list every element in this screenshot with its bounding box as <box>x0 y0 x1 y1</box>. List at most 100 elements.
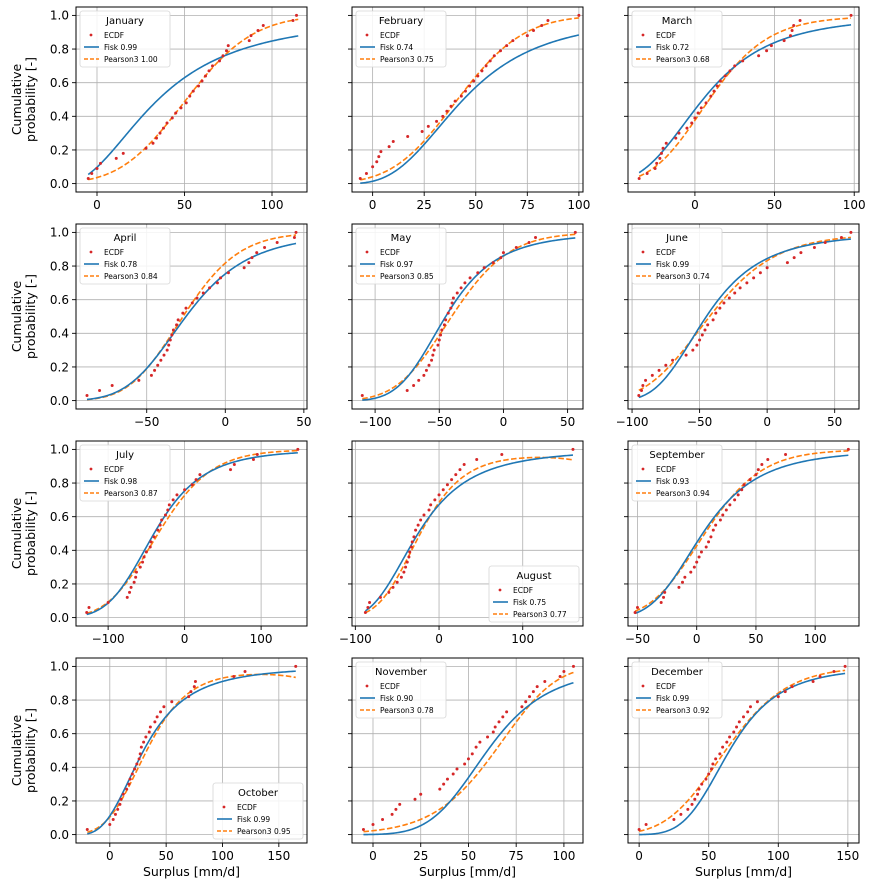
ecdf-point <box>462 463 466 467</box>
fisk-fit-line <box>362 237 576 401</box>
ecdf-point <box>704 545 708 549</box>
ecdf-point <box>148 545 152 549</box>
ecdf-point <box>704 101 708 105</box>
ecdf-point <box>116 807 120 811</box>
ecdf-point <box>740 488 744 492</box>
ecdf-point <box>459 94 463 98</box>
ecdf-point <box>156 363 160 367</box>
x-tick-label: 50 <box>468 198 483 212</box>
ecdf-point <box>470 752 474 756</box>
ecdf-point <box>709 535 713 539</box>
ecdf-point <box>721 745 725 749</box>
y-axis-label-line: Cumulative <box>9 715 24 787</box>
ecdf-point <box>187 695 191 699</box>
ecdf-point <box>128 777 132 781</box>
ecdf-point <box>640 389 644 392</box>
legend-title: October <box>238 788 279 799</box>
ecdf-point <box>486 735 490 739</box>
ecdf-point <box>700 333 704 337</box>
ecdf-point <box>703 328 707 332</box>
ecdf-point <box>429 503 433 507</box>
ecdf-point <box>208 286 212 290</box>
x-tick-label: −100 <box>339 632 372 646</box>
legend-box <box>631 444 723 502</box>
ecdf-point <box>204 74 207 78</box>
ecdf-point <box>85 611 89 615</box>
ecdf-point <box>175 323 179 327</box>
ecdf-point <box>680 580 684 584</box>
x-tick-label: 50 <box>748 632 763 646</box>
ecdf-point <box>181 311 185 315</box>
ecdf-point <box>378 595 382 599</box>
ecdf-point <box>723 74 727 78</box>
ecdf-point <box>524 700 528 704</box>
y-axis-label-line: Cumulative <box>9 281 24 353</box>
ecdf-point <box>294 664 298 668</box>
y-axis-label: Cumulativeprobability [-] <box>9 491 38 576</box>
ecdf-point <box>454 473 458 477</box>
ecdf-point <box>127 782 131 786</box>
ecdf-point <box>106 600 110 604</box>
y-axis-label-line: Cumulative <box>9 498 24 570</box>
legend-box <box>631 227 723 285</box>
ecdf-point <box>437 493 441 497</box>
x-tick-label: 0 <box>691 198 699 212</box>
ecdf-point <box>728 735 732 739</box>
legend-fisk-label: Fisk 0.99 <box>104 43 137 52</box>
ecdf-point <box>645 172 649 175</box>
ecdf-point <box>395 580 399 584</box>
ecdf-point <box>170 116 174 120</box>
ecdf-point <box>655 161 659 165</box>
ecdf-point <box>664 363 668 367</box>
x-tick-label: 50 <box>177 198 192 212</box>
y-tick-label: 0.0 <box>50 394 69 408</box>
ecdf-point <box>546 18 550 22</box>
x-tick-label: 0 <box>369 849 377 863</box>
ecdf-point <box>135 762 139 766</box>
legend-title: August <box>517 571 552 582</box>
ecdf-point <box>693 116 697 120</box>
ecdf-point <box>174 111 178 115</box>
ecdf-point <box>846 447 850 451</box>
y-tick-label: 0.8 <box>50 693 69 707</box>
ecdf-point <box>832 669 836 673</box>
ecdf-point <box>226 271 230 275</box>
ecdf-point <box>463 762 467 766</box>
ecdf-point <box>200 79 204 83</box>
subplot-june: −100 −50 0 50 June ECDF Fisk 0.99 Pearson3 0.74 <box>616 223 860 429</box>
ecdf-point <box>176 318 180 322</box>
ecdf-point <box>637 177 641 181</box>
ecdf-point <box>799 251 803 255</box>
ecdf-point <box>488 59 492 63</box>
ecdf-point <box>709 767 713 771</box>
axes-frame <box>351 657 584 844</box>
subplot-april: −50 0 50 0.0 0.2 0.4 0.6 0.8 1.0 Cumulativeprobab… <box>9 223 311 429</box>
ecdf-point <box>168 338 172 342</box>
x-tick-label: 100 <box>552 849 575 863</box>
ecdf-point <box>170 333 174 337</box>
ecdf-point <box>149 540 153 544</box>
y-tick-label: 1.0 <box>50 443 69 457</box>
ecdf-point <box>147 730 151 734</box>
legend-ecdf-marker <box>222 805 226 809</box>
ecdf-point <box>430 358 434 362</box>
ecdf-point <box>440 328 444 332</box>
y-tick-label: 0.4 <box>50 761 69 775</box>
ecdf-point <box>733 498 737 502</box>
ecdf-point <box>540 24 544 27</box>
ecdf-point <box>226 44 230 48</box>
ecdf-point <box>152 535 156 539</box>
legend-pearson3-label: Pearson3 0.85 <box>380 272 434 281</box>
ecdf-point <box>207 69 211 73</box>
ecdf-point <box>463 89 467 93</box>
y-tick-label: 0.0 <box>50 828 69 842</box>
ecdf-point <box>390 812 394 816</box>
y-axis-label: Cumulativeprobability [-] <box>9 57 38 142</box>
x-tick-label: 50 <box>767 198 782 212</box>
legend-fisk-label: Fisk 0.78 <box>104 260 137 269</box>
pearson3-fit-line <box>363 671 574 833</box>
ecdf-point <box>748 705 752 709</box>
ecdf-point <box>715 84 719 88</box>
legend-pearson3-label: Pearson3 0.92 <box>656 706 710 715</box>
